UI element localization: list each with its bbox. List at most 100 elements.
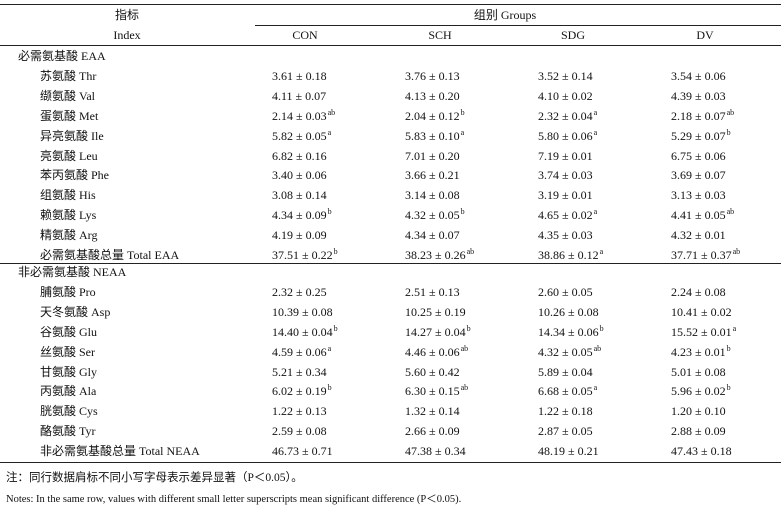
cell: 2.59 ± 0.08 — [272, 424, 327, 438]
superscript: b — [726, 383, 731, 393]
cell: 4.34 ± 0.09b — [272, 208, 332, 223]
superscript: ab — [732, 247, 741, 256]
cell: 5.96 ± 0.02b — [671, 383, 731, 399]
superscript: a — [732, 323, 737, 333]
cell-value: 6.68 ± 0.05 — [538, 384, 593, 399]
cell-value: 4.10 ± 0.02 — [538, 88, 593, 103]
cell: 6.02 ± 0.19b — [272, 384, 332, 399]
superscript: a — [593, 383, 598, 393]
cell-value: 5.01 ± 0.08 — [671, 364, 726, 379]
superscript: a — [599, 247, 604, 256]
superscript: ab — [327, 107, 336, 117]
cell-value: 5.96 ± 0.02 — [671, 384, 726, 399]
cell-value: 1.22 ± 0.18 — [538, 404, 593, 419]
superscript: a — [593, 107, 598, 117]
cell: 6.82 ± 0.16 — [272, 149, 327, 163]
superscript: ab — [593, 343, 602, 353]
superscript: a — [327, 343, 332, 353]
superscript: b — [726, 127, 731, 137]
section-title: 非必需氨基酸 NEAA — [18, 265, 127, 279]
superscript: a — [460, 127, 465, 137]
cell: 6.30 ± 0.15ab — [405, 383, 469, 399]
superscript: b — [333, 323, 338, 333]
row-label: 甘氨酸 Gly — [40, 364, 98, 379]
cell-value: 4.65 ± 0.02 — [538, 208, 593, 223]
cell-value: 7.19 ± 0.01 — [538, 148, 593, 163]
cell: 3.40 ± 0.06 — [272, 168, 327, 182]
cell-value: 37.71 ± 0.37 — [671, 248, 732, 262]
cell-value: 4.11 ± 0.07 — [272, 88, 327, 103]
cell-value: 14.27 ± 0.04 — [405, 324, 466, 339]
row-label: 胱氨酸 Cys — [40, 404, 98, 419]
cell-value: 2.66 ± 0.09 — [405, 424, 460, 439]
superscript: a — [593, 207, 598, 217]
cell-value: 5.83 ± 0.10 — [405, 128, 460, 143]
superscript: ab — [466, 247, 475, 256]
cell-value: 3.61 ± 0.18 — [272, 68, 327, 83]
cell-value: 4.32 ± 0.05 — [405, 208, 460, 223]
cell-value: 4.34 ± 0.07 — [405, 228, 460, 243]
cell: 14.27 ± 0.04b — [405, 324, 471, 339]
cell-value: 3.52 ± 0.14 — [538, 68, 593, 83]
cell-value: 6.30 ± 0.15 — [405, 384, 460, 399]
cell: 5.60 ± 0.42 — [405, 365, 460, 379]
superscript: ab — [460, 343, 469, 353]
note-cn: 注：同行数据肩标不同小写字母表示差异显著（P＜0.05）。 — [6, 472, 303, 484]
cell: 7.19 ± 0.01 — [538, 149, 593, 163]
cell-value: 3.14 ± 0.08 — [405, 188, 460, 203]
cell-value: 4.59 ± 0.06 — [272, 344, 327, 359]
cell: 10.26 ± 0.08 — [538, 305, 599, 319]
cell-value: 15.52 ± 0.01 — [671, 324, 732, 339]
superscript: ab — [460, 383, 469, 393]
cell: 3.52 ± 0.14 — [538, 69, 593, 83]
cell-value: 4.23 ± 0.01 — [671, 344, 726, 359]
groups-header: 组别 Groups — [473, 8, 537, 22]
superscript: b — [599, 323, 604, 333]
cell: 3.13 ± 0.03 — [671, 188, 726, 202]
row-label: 赖氨酸 Lys — [40, 208, 97, 223]
cell-value: 2.60 ± 0.05 — [538, 284, 593, 299]
cell: 14.40 ± 0.04b — [272, 323, 338, 339]
cell: 2.66 ± 0.09 — [405, 424, 460, 438]
column-header: CON — [292, 28, 318, 42]
cell-value: 4.19 ± 0.09 — [272, 228, 327, 243]
cell: 38.86 ± 0.12a — [538, 247, 604, 263]
superscript: b — [460, 207, 465, 217]
cell-value: 3.69 ± 0.07 — [671, 168, 726, 183]
cell: 4.32 ± 0.01 — [671, 228, 726, 242]
cell: 4.23 ± 0.01b — [671, 344, 731, 359]
cell-value: 2.32 ± 0.25 — [272, 284, 327, 299]
cell-value: 47.43 ± 0.18 — [671, 444, 732, 459]
cell-value: 3.13 ± 0.03 — [671, 188, 726, 203]
row-label: 酪氨酸 Tyr — [40, 424, 96, 439]
cell-value: 4.32 ± 0.05 — [538, 344, 593, 359]
cell-value: 5.89 ± 0.04 — [538, 364, 593, 379]
cell: 4.35 ± 0.03 — [538, 228, 593, 242]
row-label: 丙氨酸 Ala — [40, 384, 97, 399]
cell: 2.32 ± 0.25 — [272, 285, 327, 299]
superscript: a — [593, 127, 598, 137]
cell-value: 10.26 ± 0.08 — [538, 304, 599, 319]
row-label: 脯氨酸 Pro — [40, 284, 96, 299]
cell: 5.83 ± 0.10a — [405, 127, 465, 143]
cell: 37.71 ± 0.37ab — [671, 247, 741, 263]
cell: 7.01 ± 0.20 — [405, 149, 460, 163]
cell: 37.51 ± 0.22b — [272, 248, 338, 263]
cell-value: 5.21 ± 0.34 — [272, 364, 327, 379]
row-label: 亮氨酸 Leu — [40, 148, 98, 163]
cell: 4.39 ± 0.03 — [671, 89, 726, 103]
cell-value: 3.76 ± 0.13 — [405, 68, 460, 83]
cell-value: 48.19 ± 0.21 — [538, 444, 599, 459]
cell: 4.11 ± 0.07 — [272, 89, 326, 103]
cell: 2.04 ± 0.12b — [405, 108, 465, 123]
cell: 2.87 ± 0.05 — [538, 424, 593, 438]
cell: 5.21 ± 0.34 — [272, 365, 327, 379]
cell-value: 4.46 ± 0.06 — [405, 344, 460, 359]
index-header-cn: 指标 — [114, 8, 140, 22]
cell: 6.68 ± 0.05a — [538, 383, 598, 399]
cell-value: 2.88 ± 0.09 — [671, 424, 726, 439]
cell: 5.29 ± 0.07b — [671, 127, 731, 143]
cell: 4.10 ± 0.02 — [538, 89, 593, 103]
cell: 46.73 ± 0.71 — [272, 444, 333, 458]
cell: 15.52 ± 0.01a — [671, 323, 737, 339]
